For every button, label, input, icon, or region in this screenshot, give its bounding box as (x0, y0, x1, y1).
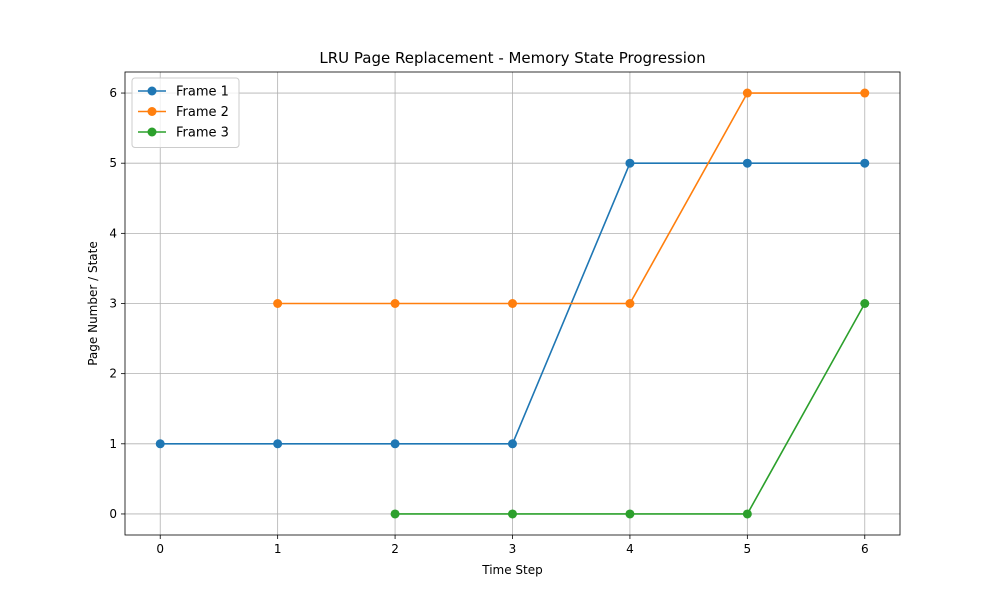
y-tick-label: 0 (109, 507, 117, 521)
data-point-frame-1 (742, 158, 752, 168)
legend-item-frame-2: Frame 2 (138, 105, 229, 120)
y-tick-label: 6 (109, 86, 117, 100)
data-point-frame-2 (625, 299, 635, 308)
legend-label: Frame 2 (176, 105, 229, 120)
data-point-frame-3 (508, 509, 517, 519)
x-axis-label: Time Step (481, 563, 543, 577)
y-tick-label: 1 (109, 437, 117, 451)
y-tick-label: 2 (109, 367, 117, 381)
x-tick-label: 6 (861, 542, 869, 556)
series-frame-1 (155, 158, 870, 449)
data-point-frame-3 (860, 299, 870, 308)
data-point-frame-1 (860, 158, 870, 168)
legend-label: Frame 3 (176, 126, 229, 141)
legend: Frame 1 Frame 2 Frame 3 (131, 77, 240, 148)
x-tick-label: 5 (744, 542, 752, 556)
legend-item-frame-1: Frame 1 (138, 85, 229, 100)
data-point-frame-3 (742, 509, 752, 519)
data-point-frame-2 (390, 299, 400, 308)
legend-label: Frame 1 (176, 85, 229, 100)
y-tick-label: 3 (109, 297, 117, 311)
legend-item-frame-3: Frame 3 (138, 126, 229, 141)
data-point-frame-3 (625, 509, 635, 519)
legend-swatch-marker (147, 86, 157, 96)
data-point-frame-3 (390, 509, 400, 519)
legend-swatch-marker (147, 127, 157, 137)
data-point-frame-1 (155, 439, 165, 449)
x-tick-label: 2 (391, 542, 399, 556)
series-layer (155, 88, 870, 519)
series-line-frame-2 (277, 92, 865, 305)
data-point-frame-1 (390, 439, 400, 449)
y-tick-label: 5 (109, 156, 117, 170)
series-frame-2 (273, 88, 870, 308)
data-point-frame-2 (508, 299, 517, 308)
y-tick-label: 4 (109, 226, 117, 240)
chart-title: LRU Page Replacement - Memory State Prog… (319, 49, 705, 67)
data-point-frame-2 (273, 299, 283, 308)
data-point-frame-2 (860, 88, 870, 98)
series-frame-3 (390, 299, 870, 519)
data-point-frame-1 (625, 158, 635, 168)
x-tick-label: 4 (626, 542, 634, 556)
data-point-frame-1 (273, 439, 283, 449)
x-tick-label: 3 (509, 542, 517, 556)
legend-box (131, 77, 240, 148)
data-point-frame-2 (742, 88, 752, 98)
data-point-frame-1 (508, 439, 517, 449)
x-tick-label: 1 (274, 542, 282, 556)
y-axis-label: Page Number / State (86, 241, 100, 366)
ticks-layer: 0 1 2 3 4 5 6 0 1 2 3 4 5 6 (109, 86, 868, 556)
legend-swatch-marker (147, 107, 157, 116)
x-tick-label: 0 (156, 542, 164, 556)
